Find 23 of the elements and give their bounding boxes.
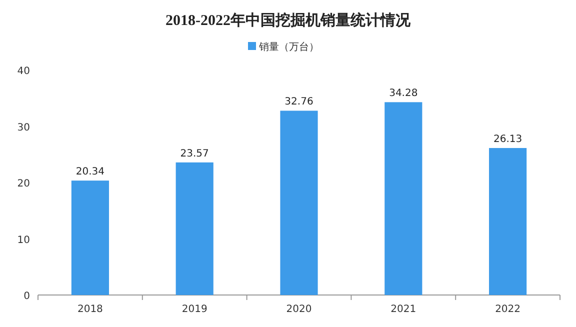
x-tick-label: 2019 [182,304,208,315]
y-tick-label: 20 [17,178,30,190]
legend-label: 销量（万台） [258,41,319,53]
x-tick-label: 2020 [286,304,312,315]
bar [176,162,214,295]
bar [280,110,318,295]
data-label: 32.76 [284,96,314,108]
y-tick-label: 40 [17,66,30,77]
y-tick-label: 0 [24,291,30,302]
x-tick-label: 2021 [390,304,416,315]
bar [71,180,109,295]
chart-title: 2018-2022年中国挖掘机销量统计情况 [166,12,412,29]
legend: 销量（万台） [248,42,319,53]
y-tick-label: 30 [17,122,30,134]
data-label: 26.13 [493,134,522,146]
data-label: 20.34 [76,166,105,178]
y-tick-label: 10 [17,234,30,246]
data-label: 23.57 [180,148,209,160]
x-tick-label: 2022 [495,304,521,315]
bar [489,148,527,295]
x-tick-label: 2018 [77,304,103,315]
bar [384,102,422,295]
data-label: 34.28 [389,88,418,100]
